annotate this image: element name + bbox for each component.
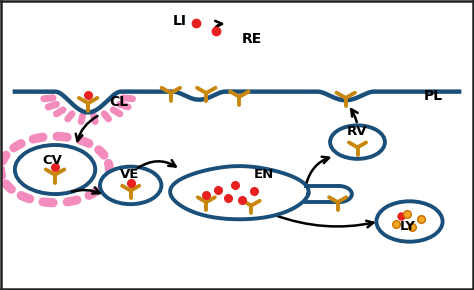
- Circle shape: [330, 125, 385, 159]
- Text: LY: LY: [400, 220, 416, 233]
- Circle shape: [100, 167, 161, 204]
- Text: VE: VE: [120, 168, 139, 181]
- Circle shape: [376, 201, 443, 242]
- Circle shape: [15, 145, 95, 194]
- Text: PL: PL: [424, 89, 443, 103]
- Text: RE: RE: [242, 32, 262, 46]
- Text: LI: LI: [173, 14, 187, 28]
- Text: RV: RV: [347, 125, 368, 138]
- Polygon shape: [170, 166, 309, 219]
- Text: CV: CV: [42, 154, 62, 167]
- Text: EN: EN: [254, 168, 274, 181]
- Text: CL: CL: [109, 95, 128, 109]
